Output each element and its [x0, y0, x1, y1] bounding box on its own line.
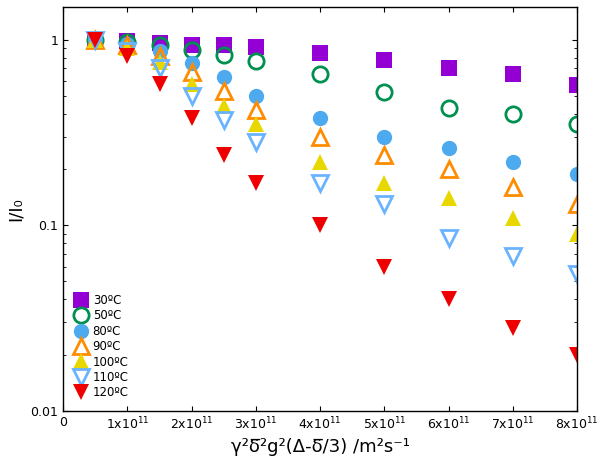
Line: 50ºC: 50ºC	[88, 32, 585, 132]
80ºC	[316, 115, 324, 120]
120ºC	[316, 223, 324, 228]
110ºC	[445, 236, 452, 241]
90ºC	[92, 37, 99, 43]
100ºC	[381, 180, 388, 185]
80ºC	[156, 48, 163, 54]
110ºC	[220, 117, 227, 123]
120ºC	[509, 325, 516, 331]
50ºC	[92, 37, 99, 43]
Line: 100ºC: 100ºC	[88, 32, 585, 242]
110ºC	[188, 93, 195, 98]
90ºC	[124, 43, 131, 48]
30ºC	[574, 82, 581, 88]
120ºC	[124, 53, 131, 58]
50ºC	[220, 52, 227, 57]
30ºC	[124, 38, 131, 44]
90ºC	[188, 69, 195, 75]
50ºC	[156, 43, 163, 48]
100ºC	[156, 59, 163, 64]
50ºC	[381, 90, 388, 95]
100ºC	[509, 215, 516, 220]
100ºC	[574, 231, 581, 237]
50ºC	[445, 105, 452, 111]
100ºC	[124, 45, 131, 51]
50ºC	[188, 47, 195, 53]
90ºC	[252, 107, 259, 113]
110ºC	[381, 201, 388, 207]
110ºC	[574, 271, 581, 276]
30ºC	[252, 44, 259, 50]
100ºC	[316, 159, 324, 164]
Line: 110ºC: 110ºC	[88, 32, 585, 281]
80ºC	[124, 41, 131, 47]
120ºC	[92, 37, 99, 43]
Line: 90ºC: 90ºC	[88, 32, 585, 212]
30ºC	[92, 37, 99, 43]
90ºC	[381, 152, 388, 157]
30ºC	[188, 42, 195, 47]
100ºC	[220, 103, 227, 109]
90ºC	[445, 167, 452, 172]
90ºC	[509, 185, 516, 190]
110ºC	[124, 48, 131, 54]
X-axis label: γ²δ̅²g²(Δ-δ̅/3) /m²s⁻¹: γ²δ̅²g²(Δ-δ̅/3) /m²s⁻¹	[231, 438, 410, 456]
80ºC	[445, 145, 452, 151]
100ºC	[252, 121, 259, 127]
50ºC	[316, 72, 324, 77]
Line: 80ºC: 80ºC	[88, 32, 585, 181]
90ºC	[574, 201, 581, 207]
120ºC	[188, 115, 195, 120]
Legend: 30ºC, 50ºC, 80ºC, 90ºC, 100ºC, 110ºC, 120ºC: 30ºC, 50ºC, 80ºC, 90ºC, 100ºC, 110ºC, 12…	[69, 288, 135, 405]
110ºC	[252, 139, 259, 145]
80ºC	[574, 171, 581, 176]
90ºC	[220, 88, 227, 94]
30ºC	[220, 43, 227, 48]
80ºC	[381, 134, 388, 139]
120ºC	[445, 296, 452, 302]
80ºC	[509, 159, 516, 164]
30ºC	[156, 40, 163, 46]
120ºC	[252, 180, 259, 185]
110ºC	[509, 254, 516, 259]
110ºC	[156, 66, 163, 71]
80ºC	[92, 37, 99, 43]
90ºC	[156, 53, 163, 58]
90ºC	[316, 134, 324, 139]
50ºC	[124, 39, 131, 45]
Line: 30ºC: 30ºC	[88, 32, 585, 93]
120ºC	[574, 352, 581, 358]
100ºC	[445, 195, 452, 201]
110ºC	[92, 37, 99, 43]
120ºC	[381, 264, 388, 269]
120ºC	[156, 81, 163, 87]
50ºC	[252, 58, 259, 63]
120ºC	[220, 152, 227, 157]
100ºC	[188, 81, 195, 87]
Line: 120ºC: 120ºC	[88, 32, 585, 363]
80ºC	[220, 74, 227, 80]
30ºC	[509, 72, 516, 77]
50ºC	[574, 121, 581, 127]
Y-axis label: I/I₀: I/I₀	[7, 197, 25, 221]
50ºC	[509, 111, 516, 116]
30ºC	[381, 57, 388, 63]
30ºC	[445, 66, 452, 71]
30ºC	[316, 50, 324, 56]
80ºC	[252, 93, 259, 98]
110ºC	[316, 180, 324, 185]
80ºC	[188, 60, 195, 66]
100ºC	[92, 37, 99, 43]
